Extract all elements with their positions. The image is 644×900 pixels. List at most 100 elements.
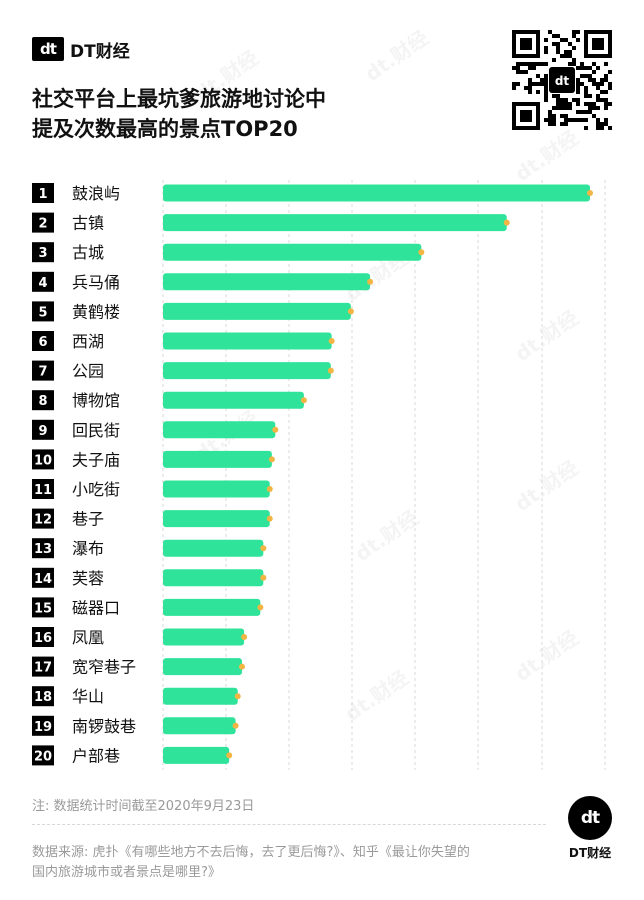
- qr-module: [560, 114, 564, 118]
- qr-module: [560, 102, 564, 106]
- qr-module: [576, 102, 580, 106]
- qr-module: [584, 86, 588, 90]
- qr-module: [568, 102, 572, 106]
- bar: [163, 598, 261, 616]
- qr-module: [536, 90, 540, 94]
- qr-module: [548, 110, 552, 114]
- qr-module: [608, 102, 612, 106]
- bar: [163, 746, 230, 764]
- bar: [163, 717, 236, 735]
- qr-module: [576, 82, 580, 86]
- qr-module: [552, 122, 556, 126]
- qr-module: [544, 50, 548, 54]
- bar-end-dot: [234, 693, 241, 700]
- qr-module: [588, 74, 592, 78]
- qr-module: [512, 82, 516, 86]
- qr-module: [560, 106, 564, 110]
- qr-module: [572, 46, 576, 50]
- qr-module: [556, 46, 560, 50]
- category-label: 公园: [72, 362, 104, 381]
- qr-module: [516, 70, 520, 74]
- qr-module: [596, 126, 600, 130]
- qr-module: [544, 78, 548, 82]
- qr-code: dt: [512, 30, 612, 130]
- rank-label: 13: [34, 542, 52, 557]
- qr-module: [564, 102, 568, 106]
- qr-module: [564, 122, 568, 126]
- qr-module: [576, 38, 580, 42]
- qr-module: [592, 78, 596, 82]
- qr-module: [512, 66, 516, 70]
- category-label: 西湖: [72, 332, 104, 351]
- rank-label: 3: [38, 246, 47, 261]
- category-label: 芙蓉: [72, 569, 104, 588]
- bar-end-dot: [266, 515, 273, 522]
- bar-end-dot: [232, 722, 239, 729]
- qr-module: [512, 86, 516, 90]
- qr-module: [588, 110, 592, 114]
- rank-badge: [32, 627, 54, 647]
- qr-module: [536, 62, 540, 66]
- qr-module: [540, 82, 544, 86]
- source-line-2: 国内旅游城市或者景点是哪里?》: [32, 865, 221, 880]
- qr-module: [604, 98, 608, 102]
- qr-module: [556, 106, 560, 110]
- category-label: 小吃街: [72, 480, 120, 499]
- qr-module: [608, 126, 612, 130]
- qr-module: [544, 82, 548, 86]
- title-line-2: 提及次数最高的景点TOP20: [32, 117, 298, 141]
- bar: [163, 362, 331, 380]
- qr-module: [552, 42, 556, 46]
- rank-badge: [32, 715, 54, 736]
- rank-label: 4: [38, 276, 47, 291]
- bar: [163, 243, 422, 261]
- qr-module: [564, 50, 568, 54]
- category-label: 南锣鼓巷: [72, 717, 136, 736]
- footnote: 注: 数据统计时间截至2020年9月23日: [32, 799, 255, 814]
- qr-module: [600, 126, 604, 130]
- qr-module: [528, 90, 532, 94]
- qr-module: [588, 66, 592, 70]
- qr-module: [564, 38, 568, 42]
- qr-module: [520, 62, 524, 66]
- rank-badge: [32, 686, 54, 707]
- qr-module: [556, 94, 560, 98]
- qr-module: [560, 38, 564, 42]
- category-label: 巷子: [72, 510, 104, 529]
- qr-module: [608, 82, 612, 86]
- qr-module: [556, 98, 560, 102]
- bar-end-dot: [257, 604, 264, 611]
- qr-module: [564, 54, 568, 58]
- chart-title: 社交平台上最坑爹旅游地讨论中 提及次数最高的景点TOP20: [32, 84, 432, 144]
- bar-end-dot: [300, 397, 307, 404]
- qr-module: [556, 42, 560, 46]
- qr-module: [528, 82, 532, 86]
- qr-module: [580, 62, 584, 66]
- qr-module: [572, 34, 576, 38]
- bar-end-dot: [587, 190, 593, 196]
- rank-badge: [32, 271, 54, 292]
- rank-badge: [32, 597, 54, 618]
- qr-module: [600, 122, 604, 126]
- qr-module: [528, 62, 532, 66]
- qr-module: [600, 78, 604, 82]
- rank-badge: [32, 538, 54, 559]
- rank-badge: [32, 301, 54, 322]
- bar: [163, 480, 270, 498]
- qr-finder: [520, 110, 532, 122]
- qr-module: [528, 66, 532, 70]
- qr-module: [608, 86, 612, 90]
- bar-end-dot: [327, 367, 334, 374]
- qr-module: [584, 102, 588, 106]
- bar: [163, 569, 264, 587]
- qr-module: [552, 58, 556, 62]
- qr-module: [572, 30, 576, 34]
- qr-module: [552, 106, 556, 110]
- qr-module: [548, 114, 552, 118]
- qr-module: [544, 98, 548, 102]
- rank-badge: [32, 479, 54, 499]
- qr-module: [588, 94, 592, 98]
- bar-end-dot: [260, 545, 267, 552]
- qr-module: [584, 74, 588, 78]
- qr-module: [604, 122, 608, 126]
